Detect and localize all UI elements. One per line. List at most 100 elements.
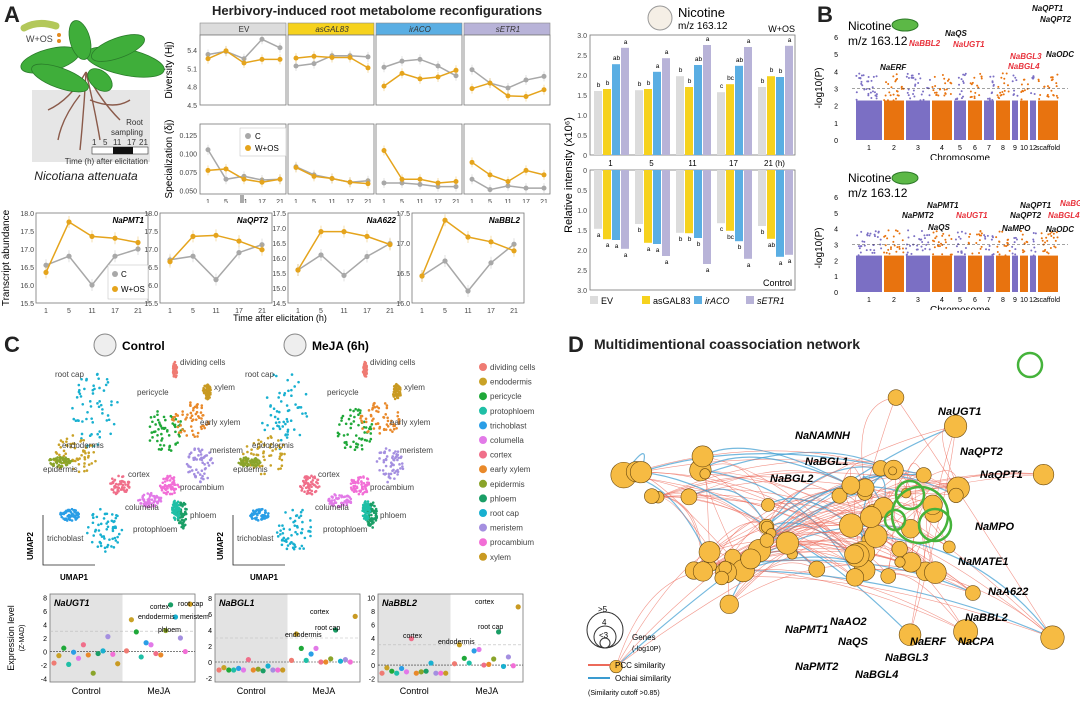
cell-point xyxy=(281,443,285,447)
cell-point xyxy=(196,402,199,406)
time-after-elicitation-label: Time (h) after elicitation xyxy=(65,157,148,166)
y-tick-label: 2 xyxy=(834,104,838,111)
snp-point xyxy=(1047,252,1050,255)
cell-point xyxy=(101,412,104,415)
cell-point xyxy=(201,461,204,464)
cell-point xyxy=(396,450,400,453)
cell-point xyxy=(87,463,91,466)
cell-point xyxy=(168,479,172,482)
cell-point xyxy=(72,467,75,471)
cell-point xyxy=(72,417,76,421)
snp-point xyxy=(957,76,960,79)
data-point xyxy=(223,176,229,182)
cell-point xyxy=(172,500,176,504)
cell-point xyxy=(158,421,161,424)
bar-EV xyxy=(717,92,725,155)
cell-point xyxy=(97,377,100,380)
data-point xyxy=(469,176,475,182)
ochiai-edge xyxy=(766,466,881,528)
snp-point xyxy=(858,247,861,250)
data-point xyxy=(488,239,494,245)
cell-point xyxy=(149,494,152,497)
cell-point xyxy=(395,382,398,386)
cell-point xyxy=(190,469,194,472)
cluster-label: columella xyxy=(125,503,159,512)
snp-point xyxy=(1006,84,1009,87)
control-point xyxy=(270,667,276,673)
cell-point xyxy=(80,453,83,457)
cell-point xyxy=(290,388,293,392)
cell-point xyxy=(174,417,178,421)
root-icon xyxy=(283,333,307,357)
cell-point xyxy=(110,477,114,480)
snp-point xyxy=(896,90,899,93)
pcc-edge xyxy=(767,500,950,548)
snp-point xyxy=(969,82,972,85)
cell-point xyxy=(360,438,363,441)
facet-label: sETR1 xyxy=(496,25,520,34)
snp-point xyxy=(901,239,904,242)
meja-point xyxy=(303,657,309,663)
cell-point xyxy=(104,550,107,553)
size-label-4: 4 xyxy=(602,618,607,627)
dotplot-frame xyxy=(49,593,196,683)
cluster-label: meristem xyxy=(400,446,433,455)
snp-point xyxy=(1000,76,1003,79)
cell-point xyxy=(167,434,171,437)
meja-point xyxy=(481,662,487,668)
data-point xyxy=(541,185,547,191)
data-point xyxy=(135,239,141,246)
cell-point xyxy=(333,501,337,504)
snp-point xyxy=(1023,242,1026,245)
cell-point xyxy=(179,424,182,427)
legend-label: epidermis xyxy=(490,480,525,489)
gene-node xyxy=(699,468,711,480)
cell-point xyxy=(372,402,376,406)
cell-point xyxy=(162,426,166,430)
cell-point xyxy=(395,426,398,430)
cell-point xyxy=(282,536,286,540)
snp-point xyxy=(1007,90,1010,93)
cell-point xyxy=(367,521,371,524)
meja-point xyxy=(491,656,497,662)
snp-point xyxy=(1034,250,1037,253)
snp-point xyxy=(907,88,910,91)
cell-point xyxy=(153,496,157,500)
cell-point xyxy=(58,459,62,462)
leaves-icon xyxy=(20,20,165,93)
cell-point xyxy=(369,437,373,441)
cell-point xyxy=(395,454,398,458)
cell-point xyxy=(142,499,146,503)
data-point xyxy=(89,233,95,239)
cell-point xyxy=(171,485,174,489)
data-point xyxy=(112,235,118,241)
cell-point xyxy=(281,531,285,535)
cell-point xyxy=(92,384,95,388)
pcc-edge xyxy=(709,426,956,553)
group-label-control: Control xyxy=(400,686,429,696)
data-point xyxy=(511,241,517,247)
significance-letter: ab xyxy=(613,55,621,62)
panel-letter-a: A xyxy=(4,2,20,27)
gene-label: NaMATE1 xyxy=(958,556,1009,568)
data-point xyxy=(469,159,475,165)
cell-point xyxy=(106,543,110,547)
snp-point xyxy=(898,247,901,250)
cell-point xyxy=(262,455,265,458)
facet-panel xyxy=(375,34,463,106)
cell-point xyxy=(363,438,367,442)
snp-point xyxy=(1046,239,1049,242)
cell-point xyxy=(122,488,125,492)
snp-point xyxy=(875,95,878,98)
gene-name: NaPMT1 xyxy=(112,216,144,225)
legend-label: cortex xyxy=(490,451,512,460)
snp-point xyxy=(879,243,882,246)
snp-point xyxy=(910,252,913,255)
cell-point xyxy=(286,428,290,432)
cell-point xyxy=(112,422,116,426)
snp-point xyxy=(975,242,978,245)
bar-sETR1 xyxy=(662,58,670,156)
cell-point xyxy=(160,439,163,442)
cell-point xyxy=(272,373,276,377)
legend-marker xyxy=(479,450,487,459)
